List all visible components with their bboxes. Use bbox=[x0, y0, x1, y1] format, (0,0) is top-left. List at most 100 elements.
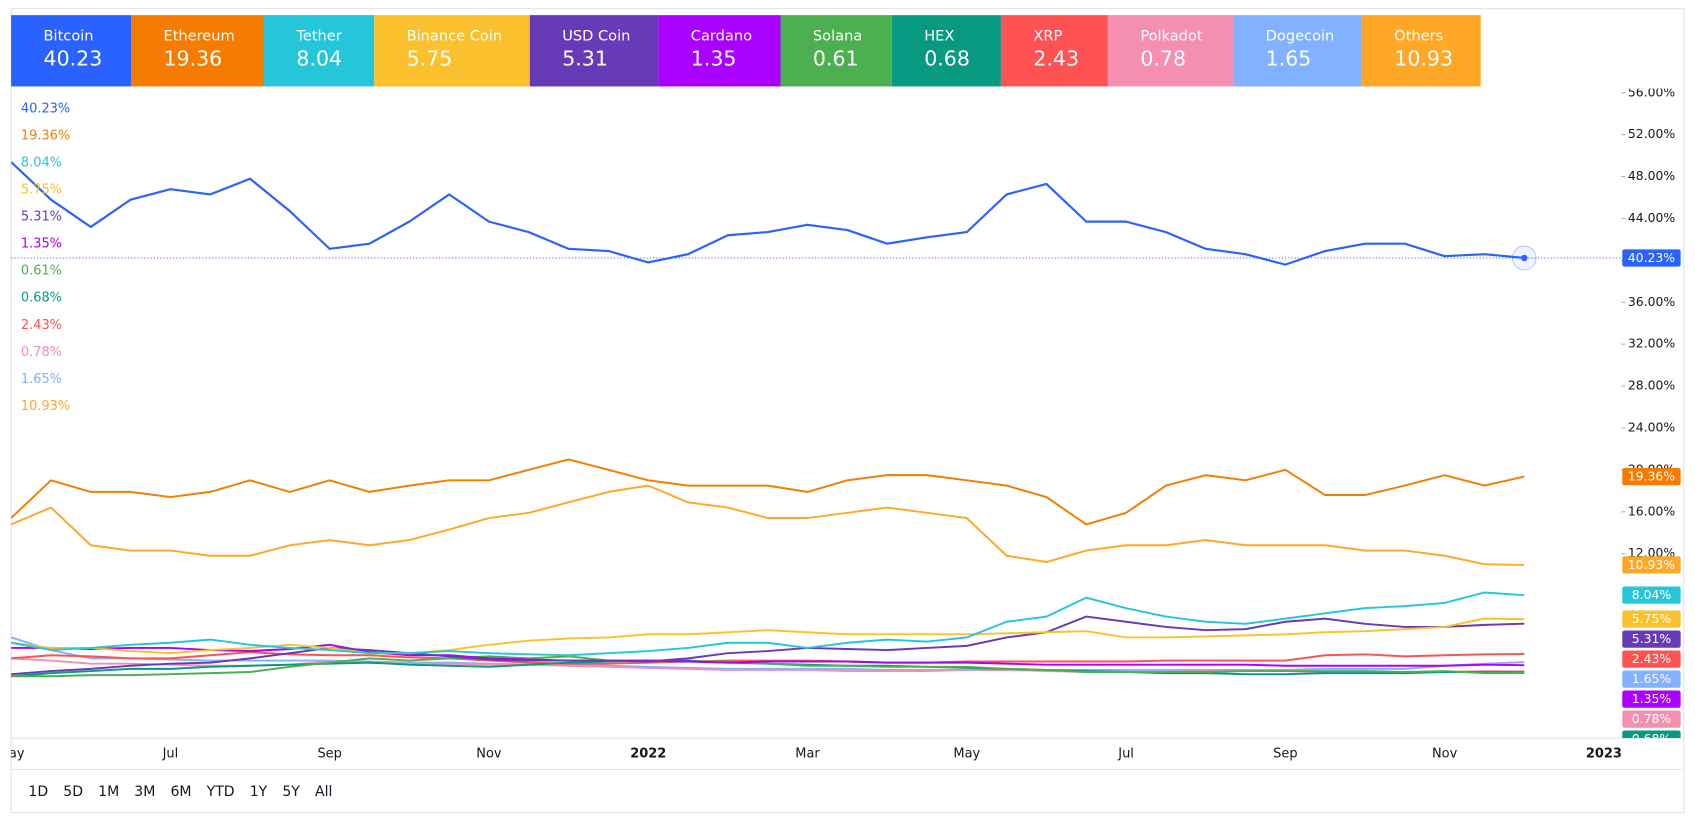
summary-value: 8.04 bbox=[296, 46, 342, 70]
range-button[interactable]: 1D bbox=[28, 784, 48, 800]
summary-tile[interactable] bbox=[1107, 15, 1234, 87]
y-tick-label: 24.00% bbox=[1628, 419, 1676, 434]
x-tick-label: May bbox=[0, 747, 25, 762]
x-tick-label: Mar bbox=[795, 747, 820, 762]
summary-name: USD Coin bbox=[562, 28, 630, 45]
legend-value: 5.31% bbox=[21, 210, 62, 225]
x-tick-label: Jul bbox=[1117, 747, 1134, 762]
price-tag-label: 2.43% bbox=[1632, 651, 1672, 666]
summary-value: 5.75 bbox=[407, 46, 453, 70]
summary-name: Ethereum bbox=[163, 28, 234, 45]
range-button[interactable]: 5Y bbox=[282, 784, 300, 800]
y-tick-label: 28.00% bbox=[1628, 378, 1676, 393]
summary-value: 0.61 bbox=[813, 46, 859, 70]
series-line bbox=[11, 458, 1525, 526]
price-tag bbox=[1622, 650, 1681, 668]
price-tag-label: 5.75% bbox=[1632, 611, 1672, 626]
range-button[interactable]: 3M bbox=[134, 784, 155, 800]
range-button[interactable]: YTD bbox=[206, 784, 235, 800]
price-tag bbox=[1622, 467, 1681, 486]
summary-value: 1.65 bbox=[1266, 46, 1312, 70]
legend-value: 0.68% bbox=[21, 291, 62, 306]
y-tick-label: 44.00% bbox=[1628, 210, 1676, 225]
x-tick-label: Nov bbox=[476, 747, 502, 762]
summary-name: Tether bbox=[295, 28, 341, 45]
legend-value: 19.36% bbox=[21, 129, 70, 144]
summary-tile[interactable] bbox=[1000, 15, 1108, 87]
frame bbox=[10, 8, 1685, 814]
summary-value: 0.68 bbox=[924, 46, 970, 70]
summary-tile[interactable] bbox=[374, 15, 530, 87]
legend-value: 2.43% bbox=[21, 318, 62, 333]
price-tag bbox=[1622, 710, 1681, 728]
summary-tile[interactable] bbox=[11, 15, 132, 87]
summary-name: Others bbox=[1394, 28, 1443, 45]
summary-tile[interactable] bbox=[658, 15, 781, 87]
y-tick-label: 52.00% bbox=[1628, 126, 1676, 141]
price-tag-label: 10.93% bbox=[1628, 557, 1676, 572]
summary-tile[interactable] bbox=[263, 15, 375, 87]
legend-value: 5.75% bbox=[21, 183, 62, 198]
price-tag bbox=[1622, 670, 1681, 688]
plot-area: 40.23% 19.36% 8.04% 5.75% 5.31% 1.35% 0.61% 0.6… bbox=[11, 102, 1622, 678]
x-tick-label: Jul bbox=[162, 747, 179, 762]
price-tag-label: 19.36% bbox=[1628, 469, 1676, 484]
summary-tile[interactable] bbox=[1233, 15, 1362, 87]
price-tag bbox=[1622, 610, 1681, 628]
overlay: May Jul Sep Nov 2022 Mar May Jul Sep Nov 2023 Bitco… bbox=[0, 15, 1622, 800]
summary-value: 40.23 bbox=[44, 46, 103, 70]
legend-value: 0.61% bbox=[21, 264, 62, 279]
price-tag bbox=[1622, 556, 1681, 574]
series-line bbox=[11, 161, 1525, 266]
price-tag-label: 1.35% bbox=[1632, 691, 1672, 706]
legend-value: 10.93% bbox=[21, 399, 70, 414]
series-line bbox=[11, 591, 1525, 657]
summary-name: Cardano bbox=[691, 28, 752, 45]
price-tag bbox=[1622, 586, 1681, 604]
summary-tile[interactable] bbox=[1361, 15, 1481, 87]
y-tick-label: 56.00% bbox=[1628, 84, 1676, 99]
summary-name: XRP bbox=[1033, 28, 1062, 45]
legend-value: 0.78% bbox=[21, 345, 62, 360]
range-button[interactable]: All bbox=[315, 784, 332, 800]
summary-name: Binance Coin bbox=[407, 28, 502, 45]
summary-name: Polkadot bbox=[1140, 28, 1203, 45]
summary-tile[interactable] bbox=[529, 15, 659, 87]
range-button[interactable]: 5D bbox=[63, 784, 83, 800]
series-line bbox=[11, 484, 1525, 566]
legend-value: 8.04% bbox=[21, 156, 62, 171]
summary-tile[interactable] bbox=[131, 15, 264, 87]
summary-value: 1.35 bbox=[691, 46, 737, 70]
price-tag-label: 0.68% bbox=[1632, 731, 1672, 746]
price-axis: 12.00%16.00%20.00%24.00%28.00%32.00%36.0… bbox=[1621, 84, 1681, 746]
x-tick-label: May bbox=[953, 747, 980, 762]
price-tag-label: 1.65% bbox=[1632, 671, 1672, 686]
series-line bbox=[11, 643, 1525, 667]
price-tag-label: 8.04% bbox=[1632, 587, 1672, 602]
current-dot bbox=[1521, 254, 1528, 262]
summary-name: Solana bbox=[813, 28, 862, 45]
summary-value: 19.36 bbox=[163, 46, 222, 70]
summary-name: HEX bbox=[924, 28, 954, 45]
x-tick-label: Sep bbox=[1273, 747, 1297, 762]
range-button[interactable]: 1Y bbox=[250, 784, 268, 800]
y-tick-label: 48.00% bbox=[1628, 168, 1676, 183]
range-button[interactable]: 6M bbox=[170, 784, 191, 800]
price-tag-label: 40.23% bbox=[1628, 250, 1676, 265]
range-button[interactable]: 1M bbox=[98, 784, 119, 800]
series-line bbox=[11, 617, 1525, 655]
price-tag-label: 5.31% bbox=[1632, 631, 1672, 646]
summary-value: 10.93 bbox=[1394, 46, 1453, 70]
x-tick-label: Nov bbox=[1432, 747, 1458, 762]
x-tick-label: Sep bbox=[317, 747, 341, 762]
price-tag-label: 0.78% bbox=[1632, 711, 1672, 726]
x-tick-label: 2023 bbox=[1586, 747, 1622, 762]
summary-tile[interactable] bbox=[891, 15, 1001, 87]
x-tick-label: 2022 bbox=[630, 747, 666, 762]
summary-tile[interactable] bbox=[780, 15, 892, 87]
summary-name: Bitcoin bbox=[44, 28, 94, 45]
y-tick-label: 36.00% bbox=[1628, 294, 1676, 309]
summary-value: 2.43 bbox=[1033, 46, 1079, 70]
